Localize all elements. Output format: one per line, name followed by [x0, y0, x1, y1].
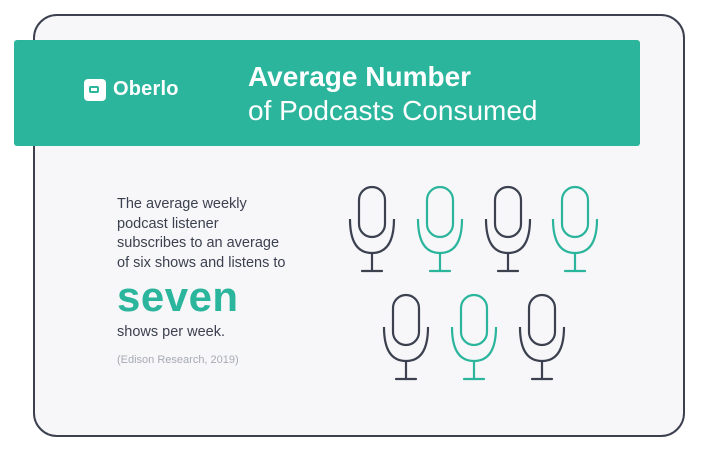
- highlight-number: seven: [117, 273, 239, 320]
- oberlo-logo: Oberlo: [84, 78, 179, 101]
- microphone-icon: [416, 185, 464, 273]
- logo-text: Oberlo: [113, 78, 179, 100]
- statement-end: shows per week.: [117, 324, 225, 340]
- statement: The average weekly podcast listener subs…: [117, 195, 337, 370]
- microphone-icon: [450, 293, 498, 381]
- microphone-icon: [348, 185, 396, 273]
- microphone-icon: [484, 185, 532, 273]
- statement-line: The average weekly: [117, 196, 247, 212]
- title-banner: [14, 40, 640, 146]
- tag-icon: [84, 78, 106, 101]
- microphone-icon: [551, 185, 599, 273]
- source-citation: (Edison Research, 2019): [117, 353, 239, 366]
- microphone-icon: [518, 293, 566, 381]
- statement-line: of six shows and listens to: [117, 254, 286, 271]
- page-title: Average Number of Podcasts Consumed: [248, 60, 538, 128]
- title-line-1: Average Number: [248, 61, 472, 92]
- statement-line: subscribes to an average: [117, 235, 280, 251]
- title-line-2: of Podcasts Consumed: [248, 95, 538, 126]
- microphone-icon: [382, 293, 430, 381]
- statement-line: podcast listener: [117, 215, 219, 232]
